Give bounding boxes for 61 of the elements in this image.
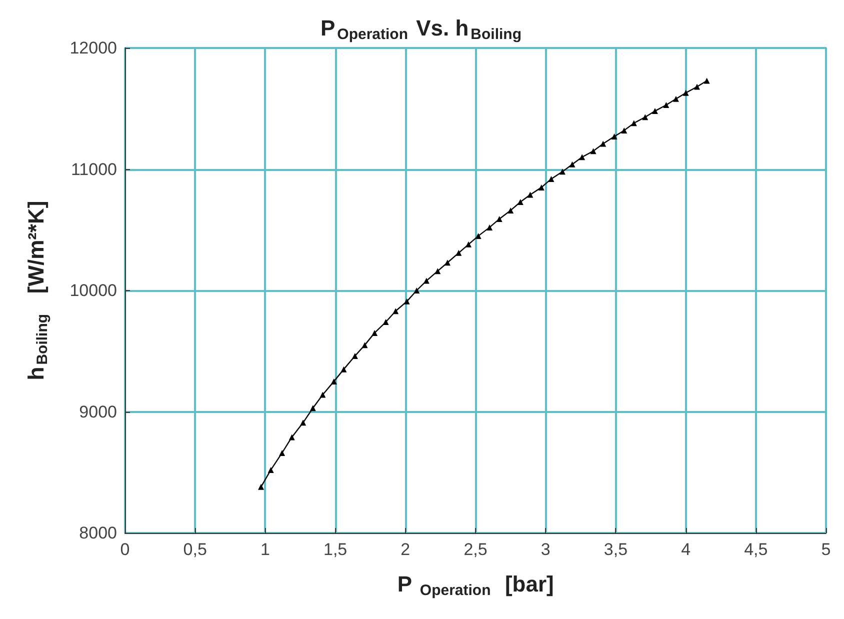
point — [475, 232, 482, 239]
point — [621, 127, 628, 134]
point — [362, 342, 368, 348]
y-tick-label: 9000 — [79, 402, 117, 422]
x-tick-label: 3,5 — [604, 540, 628, 559]
point — [423, 278, 430, 284]
x-tick-label: 2 — [400, 540, 410, 559]
point — [372, 330, 378, 336]
point — [538, 184, 544, 190]
x-tick-label: 1 — [260, 540, 270, 559]
point — [382, 319, 389, 326]
y-tick-label: 10000 — [70, 281, 117, 300]
point — [611, 134, 618, 140]
point — [258, 484, 264, 490]
point — [352, 352, 358, 359]
y-tick-label: 8000 — [79, 524, 117, 542]
x-tick-label: 4,5 — [744, 540, 768, 559]
point — [569, 161, 576, 168]
point — [682, 90, 689, 96]
x-axis-title: P Operation [bar] — [397, 572, 554, 599]
point — [288, 434, 295, 440]
point — [434, 268, 441, 274]
point — [279, 450, 286, 456]
point — [456, 250, 462, 256]
point — [579, 154, 586, 160]
point — [486, 224, 493, 230]
x-tick-label: 5 — [821, 540, 831, 559]
point — [392, 308, 399, 314]
point — [652, 108, 658, 114]
point — [320, 392, 326, 398]
y-tick-label: 11000 — [70, 160, 117, 179]
point — [300, 420, 306, 426]
x-tick-label: 0,5 — [183, 540, 207, 559]
point — [310, 405, 316, 412]
x-tick-label: 2,5 — [464, 540, 488, 559]
x-tick-label: 4 — [681, 540, 691, 559]
point — [414, 288, 420, 294]
x-tick-label: 3 — [540, 540, 550, 559]
point — [590, 148, 596, 154]
point — [600, 140, 606, 147]
y-tick-label: 12000 — [70, 38, 117, 58]
x-tick-label: 1,5 — [323, 540, 348, 559]
point — [559, 168, 566, 175]
point — [548, 176, 554, 182]
x-tick-label: 0 — [120, 540, 130, 559]
point — [496, 216, 502, 222]
point — [404, 298, 410, 304]
point — [268, 466, 274, 473]
point — [444, 260, 450, 266]
point — [630, 120, 637, 126]
text: hBoiling [W/m²*K] — [24, 200, 51, 380]
point — [508, 207, 514, 214]
point — [527, 192, 534, 198]
point — [340, 366, 347, 372]
point — [642, 114, 648, 120]
point — [672, 96, 679, 102]
point — [663, 102, 670, 108]
point — [330, 378, 337, 384]
point — [517, 198, 524, 205]
point — [704, 78, 710, 84]
point — [694, 84, 700, 90]
